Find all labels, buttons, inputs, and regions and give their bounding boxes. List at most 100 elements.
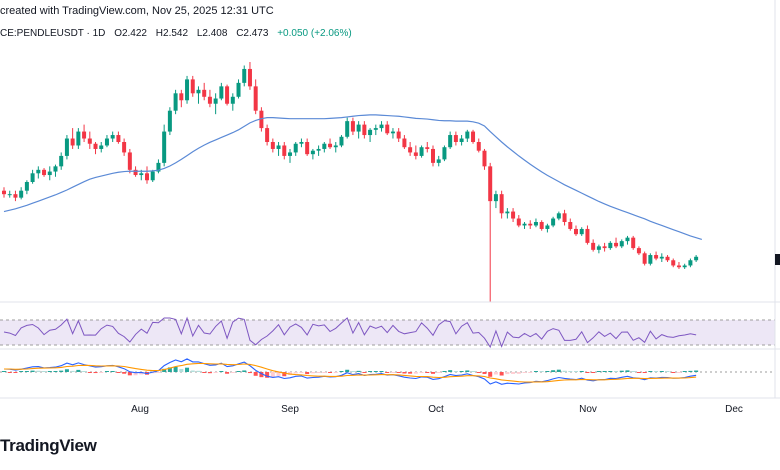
candle-body	[499, 194, 504, 214]
candle-body	[42, 169, 47, 176]
macd-histogram-bar	[47, 371, 52, 372]
macd-histogram-bar	[654, 371, 659, 372]
macd-histogram-bar	[591, 372, 596, 373]
candle-body	[276, 145, 281, 149]
candle-body	[282, 145, 287, 156]
candle-body	[270, 142, 275, 149]
candle-body	[654, 255, 659, 259]
macd-histogram-bar	[476, 372, 481, 373]
ohlc-legend: CE:PENDLEUSDT · 1D O2.422 H2.542 L2.408 …	[0, 28, 358, 39]
candle-body	[493, 194, 498, 202]
macd-histogram-bar	[614, 371, 619, 372]
macd-histogram-bar	[7, 372, 12, 373]
macd-histogram-bar	[213, 372, 218, 373]
macd-histogram-bar	[139, 372, 144, 375]
macd-histogram-bar	[162, 368, 167, 372]
candle-body	[259, 110, 264, 129]
candle-body	[362, 124, 367, 136]
candle-body	[225, 86, 230, 104]
macd-histogram-bar	[368, 371, 373, 372]
candle-body	[47, 171, 52, 176]
candle-body	[379, 124, 384, 129]
macd-histogram-bar	[459, 371, 464, 372]
symbol-label: CE:PENDLEUSDT · 1D	[0, 28, 106, 39]
macd-histogram-bar	[568, 371, 573, 372]
candle-body	[13, 194, 18, 198]
macd-histogram-bar	[293, 372, 298, 374]
candle-body	[139, 173, 144, 176]
macd-histogram-bar	[533, 371, 538, 372]
candle-body	[145, 173, 149, 181]
macd-histogram-bar	[465, 370, 470, 372]
macd-histogram-bar	[511, 372, 516, 374]
macd-histogram-bar	[579, 370, 584, 372]
macd-histogram-bar	[305, 372, 310, 375]
macd-histogram-bar	[602, 371, 607, 372]
macd-histogram-bar	[19, 371, 24, 372]
tradingview-logo: TradingView	[0, 436, 97, 455]
candle-body	[556, 213, 561, 219]
candle-body	[574, 228, 578, 235]
macd-histogram-bar	[179, 368, 184, 372]
macd-histogram-bar	[276, 372, 281, 376]
candle-body	[545, 225, 550, 229]
macd-histogram-bar	[482, 372, 487, 374]
candle-body	[247, 68, 252, 87]
candle-body	[608, 242, 613, 249]
candle-body	[213, 98, 218, 104]
candle-body	[110, 135, 115, 139]
candle-body	[505, 211, 510, 214]
candle-body	[488, 166, 493, 202]
candle-body	[642, 253, 647, 264]
moving-average-line	[3, 114, 703, 240]
candle-body	[305, 142, 310, 155]
macd-histogram-bar	[608, 371, 613, 372]
candle-body	[591, 242, 596, 250]
candle-body	[150, 171, 155, 181]
macd-histogram-bar	[505, 372, 510, 375]
macd-histogram-bar	[265, 372, 270, 378]
macd-histogram-bar	[379, 371, 384, 372]
candle-body	[82, 131, 87, 139]
candle-body	[59, 155, 64, 167]
macd-histogram-bar	[522, 372, 527, 373]
macd-histogram-bar	[53, 371, 58, 372]
candle-body	[265, 128, 270, 142]
candle-body	[30, 173, 35, 182]
candle-body	[648, 255, 653, 264]
open-value: O2.422	[114, 28, 147, 39]
macd-histogram-bar	[190, 370, 195, 372]
macd-histogram-bar	[36, 370, 41, 372]
macd-histogram-bar	[528, 372, 533, 373]
candle-body	[293, 143, 298, 153]
macd-histogram-bar	[13, 372, 18, 373]
change-value: +0.050 (+2.06%)	[277, 28, 352, 39]
candle-body	[396, 131, 401, 139]
macd-histogram-bar	[110, 371, 115, 372]
macd-histogram-bar	[642, 372, 647, 373]
macd-histogram-bar	[299, 372, 304, 373]
candle-body	[419, 147, 424, 156]
candle-body	[230, 96, 235, 104]
candle-body	[522, 223, 527, 226]
last-price-marker	[775, 254, 780, 265]
candle-body	[53, 166, 58, 172]
candle-body	[373, 128, 378, 130]
candle-body	[539, 222, 544, 229]
candle-body	[356, 124, 361, 132]
candle-body	[659, 256, 664, 259]
candle-body	[619, 241, 624, 247]
candle-body	[19, 190, 24, 198]
candle-body	[453, 135, 458, 142]
candle-body	[676, 265, 681, 268]
x-tick-label: Dec	[725, 404, 743, 415]
macd-histogram-bar	[688, 370, 693, 372]
macd-histogram-bar	[659, 371, 664, 372]
candle-body	[185, 79, 190, 101]
macd-histogram-bar	[471, 371, 476, 372]
macd-histogram-bar	[442, 371, 447, 372]
candle-body	[631, 237, 636, 249]
macd-histogram-bar	[596, 371, 601, 372]
candle-body	[459, 138, 464, 142]
